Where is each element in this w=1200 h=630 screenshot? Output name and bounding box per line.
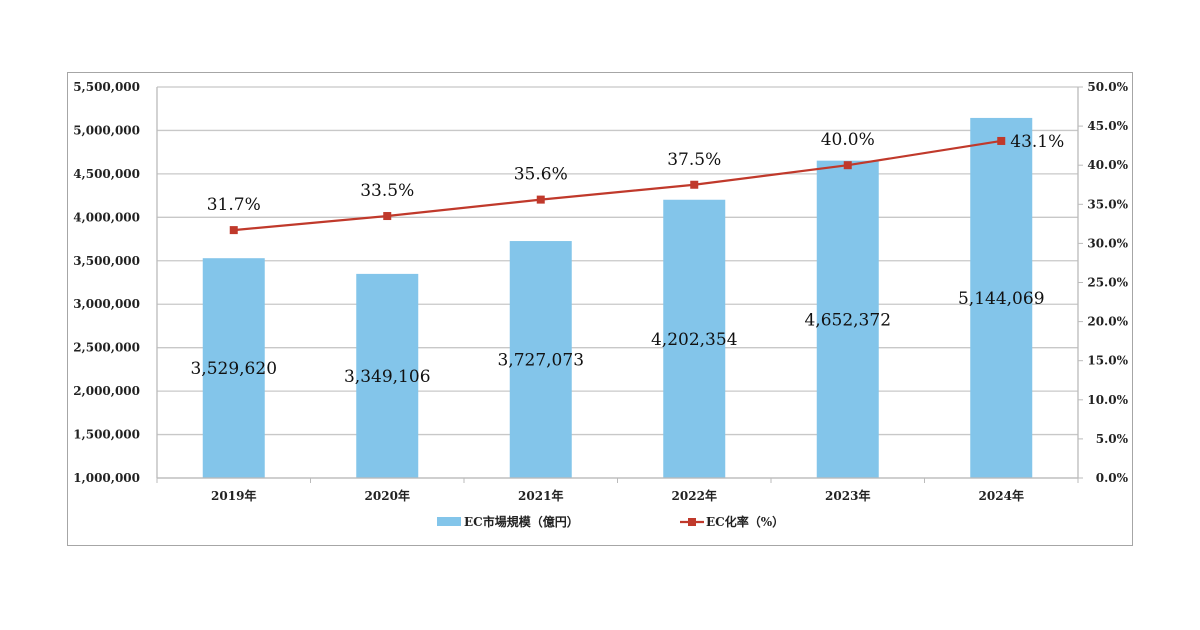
bar-2024年 bbox=[970, 117, 1033, 478]
y-right-tick-label: 45.0% bbox=[1087, 119, 1128, 133]
x-tick-label: 2021年 bbox=[518, 488, 563, 503]
x-tick-label: 2019年 bbox=[211, 488, 256, 503]
y-right-tick-label: 30.0% bbox=[1087, 236, 1128, 250]
y-left-tick-label: 1,500,000 bbox=[73, 428, 140, 442]
y-right-tick-label: 40.0% bbox=[1087, 158, 1128, 172]
y-left-tick-label: 5,000,000 bbox=[73, 123, 140, 137]
legend-bar-label: EC市場規模（億円） bbox=[464, 514, 579, 529]
y-left-tick-label: 2,500,000 bbox=[73, 341, 140, 355]
x-tick-label: 2023年 bbox=[825, 488, 870, 503]
line-data-label: 37.5% bbox=[667, 150, 721, 170]
ec-rate-line bbox=[233, 139, 1002, 232]
bar-2023年 bbox=[816, 160, 879, 478]
ec-rate-marker bbox=[997, 136, 1006, 145]
bar-data-label: 4,652,372 bbox=[804, 310, 891, 330]
y-left-tick-label: 4,000,000 bbox=[73, 210, 140, 224]
y-right-tick-label: 25.0% bbox=[1087, 276, 1128, 290]
legend-bar-swatch bbox=[437, 517, 461, 526]
y-left-tick-label: 1,000,000 bbox=[73, 471, 140, 485]
ec-rate-marker bbox=[229, 226, 238, 235]
y-right-tick-label: 20.0% bbox=[1087, 315, 1128, 329]
legend-line-marker bbox=[688, 518, 696, 526]
ec-rate-marker bbox=[383, 212, 392, 221]
bar-2021年 bbox=[509, 241, 572, 478]
ec-rate-marker bbox=[690, 180, 699, 189]
bar-data-label: 3,349,106 bbox=[344, 367, 431, 387]
bar-data-label: 4,202,354 bbox=[651, 330, 738, 350]
line-data-label: 33.5% bbox=[360, 181, 414, 201]
x-tick-label: 2022年 bbox=[672, 488, 717, 503]
y-right-tick-label: 10.0% bbox=[1087, 393, 1128, 407]
bar-2020年 bbox=[356, 273, 419, 478]
y-right-tick-label: 0.0% bbox=[1096, 471, 1129, 485]
chart-frame bbox=[67, 72, 1133, 546]
line-data-label: 31.7% bbox=[207, 195, 261, 215]
bar-2022年 bbox=[663, 199, 726, 478]
bar-data-label: 3,529,620 bbox=[190, 359, 277, 379]
bar-data-label: 5,144,069 bbox=[958, 289, 1045, 309]
x-tick-label: 2024年 bbox=[979, 488, 1024, 503]
y-right-tick-label: 50.0% bbox=[1087, 80, 1128, 94]
y-right-tick-label: 5.0% bbox=[1096, 432, 1129, 446]
line-data-label: 35.6% bbox=[514, 165, 568, 185]
y-right-tick-label: 15.0% bbox=[1087, 354, 1128, 368]
y-left-tick-label: 3,000,000 bbox=[73, 297, 140, 311]
y-left-tick-label: 3,500,000 bbox=[73, 254, 140, 268]
legend-line-label: EC化率（%） bbox=[706, 514, 784, 529]
y-left-tick-label: 5,500,000 bbox=[73, 80, 140, 94]
y-left-tick-label: 2,000,000 bbox=[73, 384, 140, 398]
ec-rate-marker bbox=[536, 195, 545, 204]
ec-rate-marker bbox=[843, 161, 852, 170]
line-data-label: 40.0% bbox=[821, 130, 875, 150]
bar-data-label: 3,727,073 bbox=[497, 351, 584, 371]
x-tick-label: 2020年 bbox=[365, 488, 410, 503]
y-right-tick-label: 35.0% bbox=[1087, 197, 1128, 211]
line-data-label: 43.1% bbox=[1010, 132, 1064, 152]
y-left-tick-label: 4,500,000 bbox=[73, 167, 140, 181]
bar-2019年 bbox=[202, 258, 265, 478]
